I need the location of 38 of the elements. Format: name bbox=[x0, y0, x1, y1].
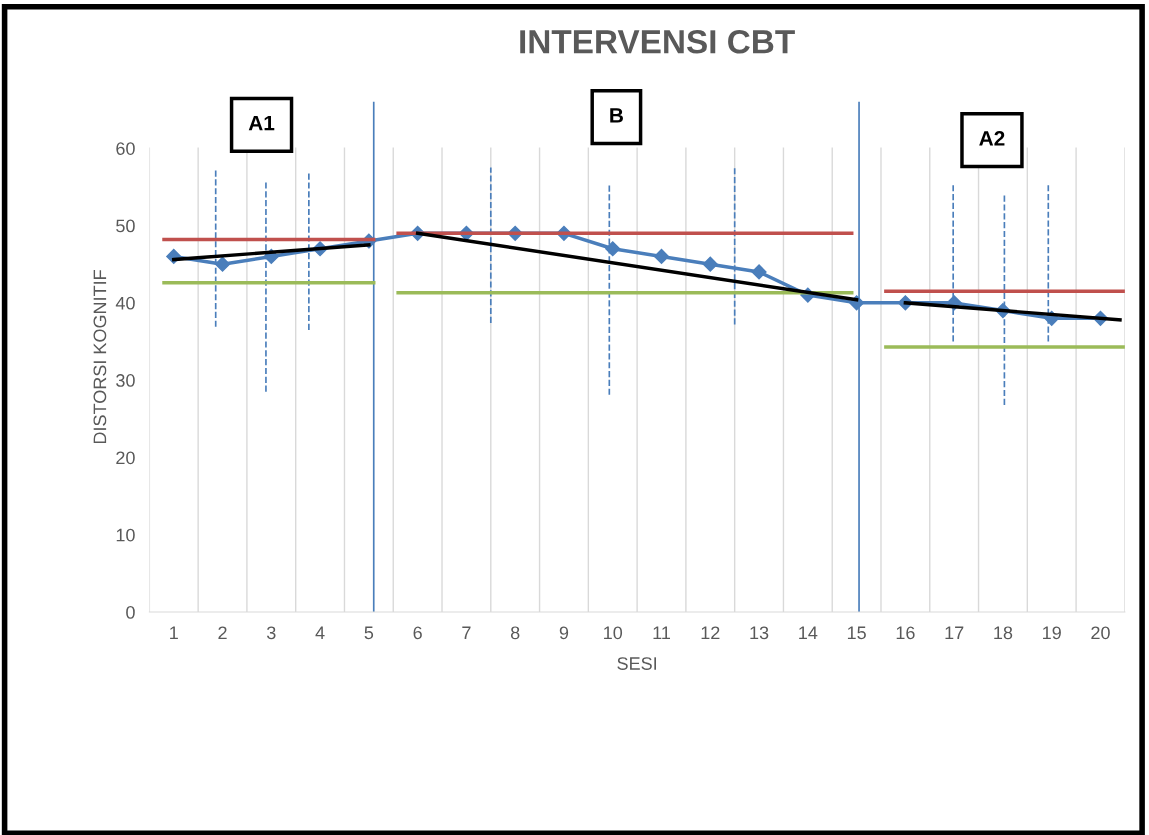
point bbox=[751, 264, 767, 280]
x-tick-label: 6 bbox=[413, 626, 422, 640]
x-tick-label: 3 bbox=[266, 626, 276, 640]
annotation: B bbox=[610, 108, 623, 123]
x-tick-label: 14 bbox=[799, 626, 818, 640]
x-tick-label: 7 bbox=[462, 626, 471, 640]
x-axis-title: SESI bbox=[617, 657, 657, 670]
x-tick-label: 10 bbox=[604, 626, 623, 640]
x-tick-label: 15 bbox=[847, 626, 866, 640]
y-tick-label: 40 bbox=[115, 296, 135, 310]
y-tick-label: 20 bbox=[116, 451, 135, 465]
x-tick-label: 19 bbox=[1043, 626, 1061, 640]
y-tick-label: 60 bbox=[116, 142, 135, 155]
x-tick-label: 18 bbox=[994, 626, 1013, 640]
x-tick-label: 13 bbox=[750, 626, 769, 640]
x-tick-label: 12 bbox=[701, 626, 720, 640]
x-tick-label: 1 bbox=[170, 626, 178, 640]
chart-title: INTERVENSI CBT bbox=[520, 29, 795, 54]
point bbox=[214, 256, 231, 272]
x-tick-label: 11 bbox=[653, 626, 670, 640]
x-tick-label: 20 bbox=[1091, 626, 1110, 640]
x-tick-label: 5 bbox=[364, 626, 374, 640]
point bbox=[605, 241, 621, 257]
y-tick-label: 50 bbox=[116, 219, 135, 233]
x-tick-label: 8 bbox=[510, 626, 520, 640]
x-tick-label: 4 bbox=[315, 626, 325, 640]
x-tick-label: 16 bbox=[896, 626, 915, 640]
y-tick-label: 30 bbox=[116, 374, 135, 387]
point bbox=[653, 248, 670, 265]
annotation: A1 bbox=[248, 115, 275, 131]
x-tick-label: 9 bbox=[559, 626, 569, 640]
x-tick-label: 2 bbox=[218, 626, 227, 640]
annotation: A2 bbox=[979, 130, 1005, 146]
y-tick-label: 0 bbox=[126, 605, 135, 619]
y-tick-label: 10 bbox=[116, 528, 135, 542]
y-axis-title: DISTORSI KOGNITIF bbox=[93, 270, 107, 444]
point bbox=[702, 256, 718, 272]
x-tick-label: 17 bbox=[945, 626, 964, 640]
